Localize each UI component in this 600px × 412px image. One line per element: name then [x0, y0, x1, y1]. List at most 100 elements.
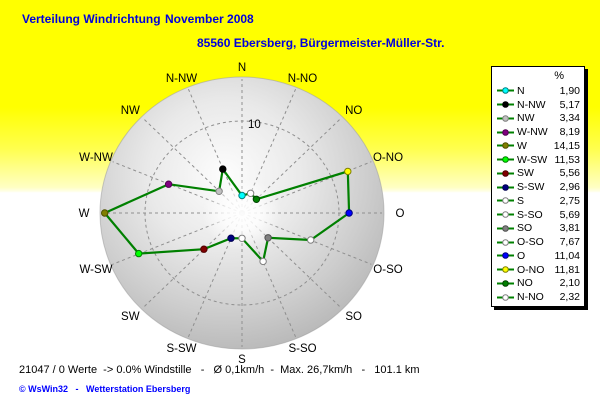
- chart-title-period: November 2008: [165, 12, 254, 26]
- legend-label: SW: [517, 167, 534, 180]
- legend-marker-icon: [497, 100, 514, 109]
- legend-marker-icon: [497, 210, 514, 219]
- direction-label-W-NW: W-NW: [79, 152, 113, 164]
- direction-label-SO: SO: [345, 311, 362, 323]
- legend-marker-icon: [497, 265, 514, 274]
- data-point-O-NO: [344, 167, 352, 176]
- legend-marker-icon: [497, 183, 514, 192]
- legend-marker-icon: [497, 279, 514, 288]
- legend-row-O-SO: O-SO 7,67: [497, 235, 580, 249]
- legend-label: W: [517, 139, 527, 152]
- legend-marker-icon: [497, 86, 514, 95]
- radial-tick-label: 10: [248, 119, 261, 131]
- data-point-N: [238, 191, 246, 200]
- legend-row-SO: SO 3,81: [497, 222, 580, 236]
- legend-marker-icon: [497, 114, 514, 123]
- legend-label: S: [517, 194, 525, 207]
- direction-label-S-SW: S-SW: [166, 343, 196, 355]
- legend-marker-icon: [497, 238, 514, 247]
- legend-row-NW: NW 3,34: [497, 112, 580, 126]
- data-point-NW: [215, 187, 223, 196]
- center-glow: [202, 178, 282, 250]
- data-point-SO: [264, 234, 272, 242]
- legend-row-N-NO: N-NO 2,32: [497, 290, 580, 304]
- direction-label-SW: SW: [121, 311, 140, 323]
- legend-marker-icon: [497, 169, 514, 178]
- legend-row-W-NW: W-NW 8,19: [497, 125, 580, 139]
- legend-label: N: [517, 84, 525, 97]
- legend-label: W-SW: [517, 153, 548, 166]
- legend-row-O-NO: O-NO 11,81: [497, 263, 580, 277]
- grid-spoke: [241, 117, 342, 214]
- legend-value: 2,32: [559, 291, 580, 304]
- legend-marker-icon: [497, 155, 514, 164]
- legend-value: 5,56: [559, 167, 580, 180]
- direction-label-N-NW: N-NW: [166, 73, 197, 85]
- direction-label-N-NO: N-NO: [288, 73, 317, 85]
- legend-label: O-NO: [517, 263, 545, 276]
- data-point-N-NO: [246, 189, 255, 198]
- grid-spoke: [187, 212, 243, 337]
- legend-marker-icon: [497, 128, 514, 137]
- legend-value: 14,15: [553, 139, 580, 152]
- data-point-S: [238, 234, 246, 243]
- grid-spoke: [112, 161, 243, 214]
- legend-value: 5,69: [559, 208, 580, 221]
- legend-value: 11,04: [554, 249, 581, 262]
- chart-title: Verteilung Windrichtung: [22, 12, 161, 26]
- legend-value: 1,90: [559, 84, 580, 97]
- legend-value: 2,75: [559, 194, 580, 207]
- legend-marker-icon: [497, 251, 514, 260]
- legend-row-W-SW: W-SW 11,53: [497, 153, 580, 167]
- grid-circle: [144, 120, 340, 306]
- legend-label: SO: [517, 222, 533, 235]
- direction-label-S-SO: S-SO: [288, 343, 316, 355]
- legend-row-S: S 2,75: [497, 194, 580, 208]
- legend-label: NW: [517, 112, 535, 125]
- data-point-NO: [252, 195, 261, 204]
- data-point-W-SW: [135, 249, 143, 258]
- legend-row-N-NW: N-NW 5,17: [497, 98, 580, 112]
- legend-row-W: W 14,15: [497, 139, 580, 153]
- legend-marker-icon: [497, 224, 514, 233]
- legend-marker-icon: [497, 196, 514, 205]
- legend-row-O: O 11,04: [497, 249, 580, 263]
- grid-spoke: [142, 117, 243, 214]
- legend-marker-icon: [497, 293, 514, 302]
- legend-row-SW: SW 5,56: [497, 167, 580, 181]
- legend-label: O-SO: [517, 236, 544, 249]
- grid-spoke: [241, 212, 342, 309]
- legend-row-S-SO: S-SO 5,69: [497, 208, 580, 222]
- legend-value: 7,67: [559, 236, 580, 249]
- legend-value: 3,34: [559, 112, 580, 125]
- legend-label: S-SW: [517, 181, 545, 194]
- grid-spoke: [142, 212, 243, 309]
- legend-label: W-NW: [517, 126, 548, 139]
- legend-label: NO: [517, 277, 533, 290]
- legend-label: N-NW: [517, 98, 546, 111]
- legend-value: 8,19: [559, 126, 580, 139]
- legend-row-NO: NO 2,10: [497, 277, 580, 291]
- direction-label-O: O: [396, 208, 405, 220]
- grid-spoke: [241, 212, 372, 265]
- data-point-O: [345, 209, 353, 217]
- legend-label: O: [517, 249, 526, 262]
- legend-label: S-SO: [517, 208, 543, 221]
- direction-label-W: W: [79, 208, 90, 220]
- legend-value: 2,96: [559, 181, 580, 194]
- legend-value: 3,81: [559, 222, 580, 235]
- direction-label-N: N: [238, 62, 246, 74]
- data-point-S-SW: [227, 234, 235, 242]
- legend-unit-header: %: [554, 70, 564, 82]
- credit-line: © WsWin32 - Wetterstation Ebersberg: [19, 384, 191, 394]
- legend-value: 5,17: [559, 98, 580, 111]
- direction-label-O-SO: O-SO: [373, 264, 402, 276]
- legend-row-S-SW: S-SW 2,96: [497, 180, 580, 194]
- legend-marker-icon: [497, 141, 514, 150]
- direction-label-S: S: [238, 354, 246, 366]
- data-point-W: [101, 209, 109, 217]
- legend-label: N-NO: [517, 291, 544, 304]
- legend-box: % N 1,90 N-NW 5,17 NW 3,34 W-NW 8,19 W 14,15 W-SW 1…: [491, 66, 585, 307]
- legend-row-N: N 1,90: [497, 84, 580, 98]
